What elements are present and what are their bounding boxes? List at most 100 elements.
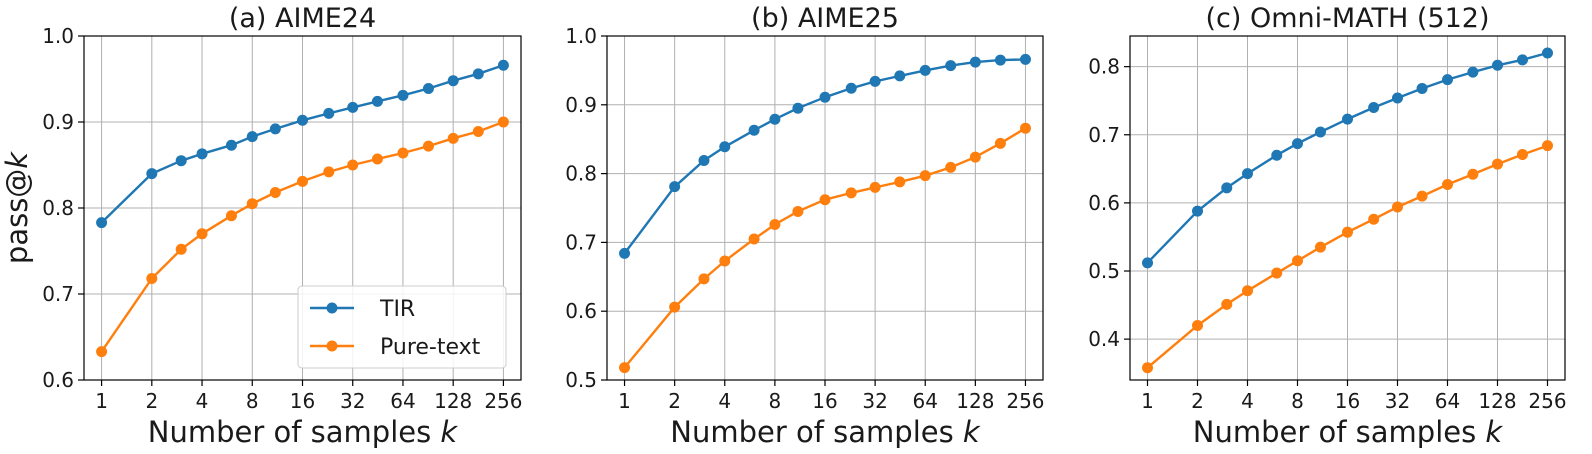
data-point-tir: [845, 82, 857, 94]
y-tick-label: 0.7: [42, 282, 74, 306]
x-tick-label: 128: [956, 389, 994, 413]
x-tick-label: 32: [340, 389, 365, 413]
x-tick-label: 4: [718, 389, 731, 413]
chart-panel-3: 1 2 4 8 16 32 64 128 256 0.4 0.5 0.6 0.7 0.8 (c) Omni-…: [1088, 3, 1566, 449]
data-point-pure-text: [1416, 190, 1428, 202]
data-point-tir: [347, 101, 359, 113]
data-point-pure-text: [1442, 178, 1453, 190]
data-point-tir: [1142, 257, 1153, 269]
data-point-tir: [719, 141, 731, 153]
data-point-pure-text: [225, 210, 237, 222]
data-point-pure-text: [96, 346, 108, 358]
data-point-tir: [246, 131, 258, 143]
series-line-tir: [623, 58, 1026, 255]
data-point-tir: [497, 59, 509, 71]
data-point-tir: [969, 56, 981, 68]
x-tick-label: 2: [145, 389, 158, 413]
x-tick-label: 2: [668, 389, 681, 413]
data-point-tir: [323, 107, 335, 119]
data-point-tir: [894, 70, 906, 82]
data-point-pure-text: [196, 228, 208, 240]
x-tick-label: 8: [1291, 389, 1304, 413]
data-point-tir: [225, 139, 237, 151]
x-tick-label: 64: [390, 389, 415, 413]
data-point-tir: [1492, 59, 1503, 71]
data-point-tir: [422, 82, 434, 94]
x-tick-label: 256: [1006, 389, 1044, 413]
data-point-pure-text: [619, 362, 631, 374]
data-point-pure-text: [1292, 255, 1303, 267]
data-point-pure-text: [472, 125, 484, 137]
chart-title: (c) Omni-MATH (512): [1205, 3, 1489, 34]
data-point-pure-text: [1392, 201, 1403, 213]
legend-swatch-marker: [326, 340, 338, 352]
data-point-tir: [269, 123, 281, 135]
data-point-tir: [1242, 168, 1253, 180]
data-point-tir: [1467, 66, 1479, 78]
data-point-tir: [1221, 182, 1233, 194]
data-point-tir: [1542, 47, 1553, 59]
data-point-tir: [619, 247, 631, 259]
x-axis-label: Number of samples k: [148, 415, 459, 449]
data-point-tir: [945, 60, 957, 72]
data-point-pure-text: [719, 255, 731, 267]
data-point-tir: [1442, 74, 1453, 86]
y-tick-label: 1.0: [42, 24, 74, 48]
series-line-pure-text: [1146, 144, 1548, 369]
x-tick-label: 128: [1478, 389, 1516, 413]
y-tick-label: 0.4: [1088, 327, 1120, 351]
data-point-pure-text: [945, 161, 957, 173]
x-tick-label: 256: [1528, 389, 1566, 413]
x-tick-label: 16: [290, 389, 315, 413]
data-point-pure-text: [246, 198, 258, 210]
y-tick-label: 1.0: [565, 24, 597, 48]
x-tick-label: 128: [434, 389, 472, 413]
legend-box: [297, 285, 507, 369]
data-point-tir: [472, 68, 484, 80]
chart-title: (a) AIME24: [229, 3, 376, 34]
legend: TIR Pure-text: [297, 285, 507, 369]
x-tick-label: 16: [1335, 389, 1360, 413]
x-tick-label: 256: [484, 389, 522, 413]
data-point-tir: [1019, 53, 1031, 65]
data-point-pure-text: [1492, 158, 1503, 170]
data-point-tir: [1192, 205, 1203, 217]
data-point-pure-text: [397, 147, 409, 159]
data-point-tir: [1271, 149, 1283, 161]
y-tick-label: 0.8: [565, 162, 597, 186]
x-tick-label: 32: [862, 389, 887, 413]
data-point-pure-text: [1467, 168, 1479, 180]
data-point-pure-text: [1368, 213, 1380, 225]
chart-panel-2: 1 2 4 8 16 32 64 128 256 0.5 0.6 0.7 0.8 0.9 1.0 (b) AI…: [565, 3, 1044, 449]
data-point-tir: [769, 113, 781, 125]
y-tick-label: 0.8: [42, 196, 74, 220]
data-point-tir: [748, 124, 760, 136]
data-point-pure-text: [323, 166, 335, 178]
x-tick-label: 32: [1385, 389, 1410, 413]
y-tick-label: 0.6: [1088, 191, 1120, 215]
data-point-tir: [447, 75, 459, 87]
data-point-pure-text: [994, 137, 1006, 149]
data-point-pure-text: [669, 301, 681, 313]
x-axis-label: Number of samples k: [670, 415, 981, 449]
y-axis-label: pass@k: [0, 151, 34, 264]
data-point-tir: [698, 155, 710, 167]
data-point-pure-text: [1142, 362, 1153, 374]
plot-frame: [1129, 35, 1566, 381]
data-point-tir: [297, 114, 308, 126]
data-point-pure-text: [869, 181, 881, 193]
data-point-tir: [792, 102, 804, 114]
data-point-tir: [1314, 126, 1326, 138]
data-point-pure-text: [175, 243, 187, 255]
data-point-pure-text: [1242, 285, 1253, 297]
data-point-pure-text: [497, 116, 509, 128]
data-point-tir: [1392, 92, 1403, 104]
series-line-pure-text: [100, 120, 504, 353]
data-point-pure-text: [297, 175, 308, 187]
data-point-pure-text: [347, 159, 359, 171]
data-point-tir: [819, 91, 831, 103]
legend-label: Pure-text: [380, 335, 481, 360]
data-point-tir: [1342, 113, 1353, 125]
y-tick-label: 0.8: [1088, 55, 1120, 79]
